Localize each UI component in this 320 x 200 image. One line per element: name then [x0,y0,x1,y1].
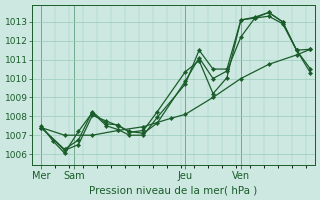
X-axis label: Pression niveau de la mer( hPa ): Pression niveau de la mer( hPa ) [90,185,258,195]
